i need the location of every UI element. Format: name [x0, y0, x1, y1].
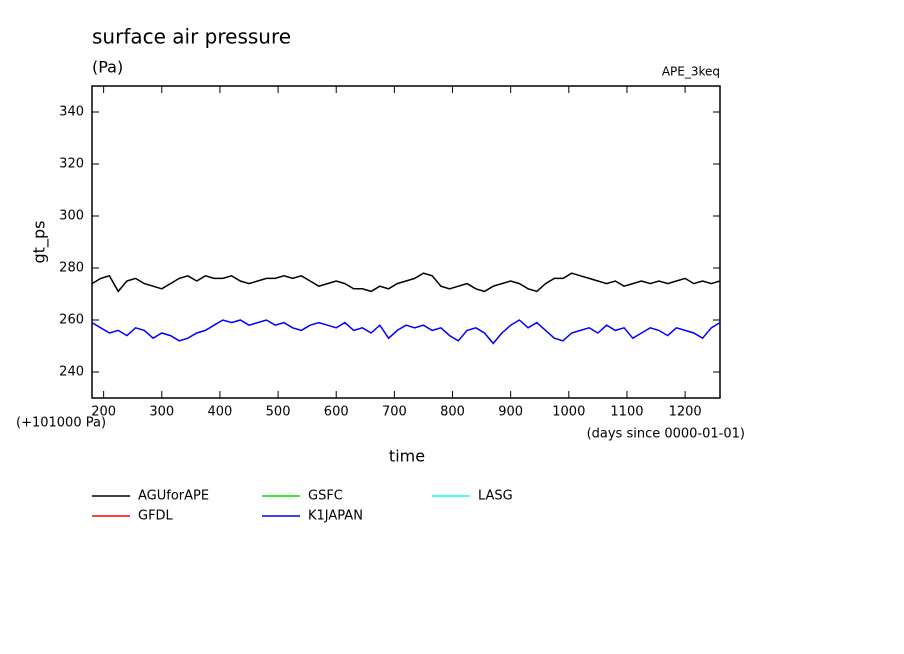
x-unit-label: (days since 0000-01-01) — [587, 427, 745, 442]
y-tick-label: 280 — [59, 261, 84, 276]
y-tick-label: 240 — [59, 365, 84, 380]
x-tick-label: 600 — [324, 405, 349, 420]
y-tick-label: 260 — [59, 313, 84, 328]
y-axis-label: gt_ps — [30, 221, 50, 264]
x-tick-label: 200 — [91, 405, 116, 420]
annotation: APE_3keq — [662, 65, 720, 79]
x-tick-label: 400 — [208, 405, 233, 420]
y-tick-label: 300 — [59, 209, 84, 224]
x-tick-label: 900 — [498, 405, 523, 420]
x-axis-label: time — [389, 447, 425, 466]
legend-label: AGUforAPE — [138, 489, 209, 504]
y-tick-label: 340 — [59, 105, 84, 120]
chart-subtitle: (Pa) — [92, 58, 123, 77]
legend-label: GFDL — [138, 509, 174, 524]
legend-label: GSFC — [308, 489, 343, 504]
x-tick-label: 1000 — [552, 405, 585, 420]
x-tick-label: 500 — [266, 405, 291, 420]
chart-title: surface air pressure — [92, 25, 291, 49]
x-tick-label: 1100 — [610, 405, 643, 420]
x-tick-label: 300 — [149, 405, 174, 420]
legend-label: K1JAPAN — [308, 509, 363, 524]
plot-frame — [91, 85, 721, 399]
y-offset-label: (+101000 Pa) — [16, 416, 106, 431]
y-tick-label: 320 — [59, 157, 84, 172]
legend-label: LASG — [478, 489, 513, 504]
series-line — [91, 319, 721, 345]
x-tick-label: 1200 — [669, 405, 702, 420]
series-line — [91, 272, 721, 293]
x-tick-label: 800 — [440, 405, 465, 420]
x-tick-label: 700 — [382, 405, 407, 420]
